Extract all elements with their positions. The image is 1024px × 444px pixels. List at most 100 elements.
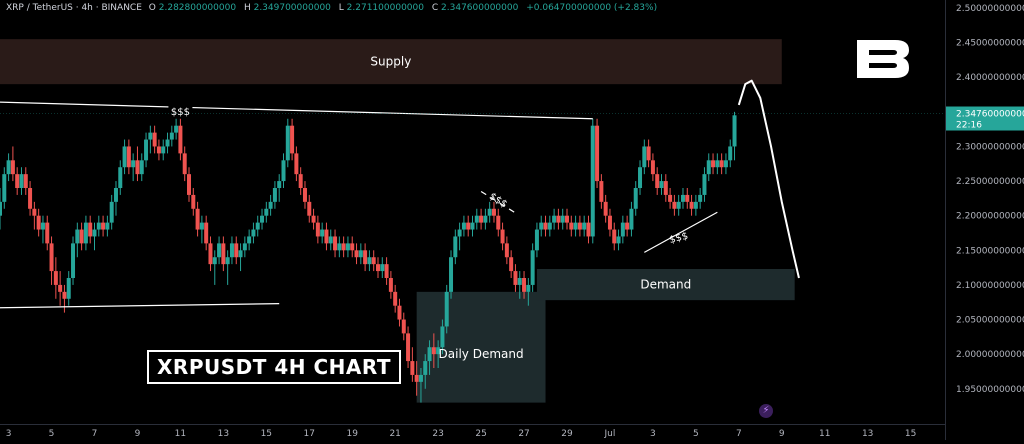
y-tick-label: 2.100000000000: [956, 281, 1024, 291]
candle-body: [195, 208, 200, 230]
candle-body: [328, 236, 333, 244]
candle-body: [449, 257, 454, 292]
x-tick-label: 17: [304, 429, 315, 439]
y-tick-label: 2.200000000000: [956, 212, 1024, 222]
x-tick-label: 27: [518, 429, 529, 439]
candle-body: [719, 160, 724, 168]
candle-body: [88, 222, 93, 237]
candle-body: [187, 174, 191, 195]
liquidity-top-label: $$$: [171, 107, 190, 118]
candle-body: [530, 250, 535, 285]
candle-body: [715, 160, 720, 168]
x-tick-label: 29: [561, 429, 573, 439]
y-tick-label: 2.400000000000: [956, 73, 1024, 83]
x-tick-label: 13: [218, 429, 229, 439]
x-tick-label: 7: [736, 429, 742, 439]
bottom-trendline: [0, 303, 280, 309]
candle-body: [440, 326, 445, 348]
candle-body: [689, 201, 694, 209]
y-tick-label: 2.500000000000: [956, 4, 1024, 14]
candle-body: [221, 243, 226, 265]
candle-body: [406, 333, 411, 362]
candle-body: [642, 146, 647, 168]
y-tick-label: 2.050000000000: [956, 316, 1024, 326]
candle-body: [418, 374, 423, 382]
candle-body: [96, 222, 101, 230]
x-tick-label: 19: [347, 429, 359, 439]
candle-body: [590, 125, 595, 237]
candle-body: [457, 229, 462, 237]
x-tick-label: 3: [650, 429, 656, 439]
candle-body: [71, 243, 76, 278]
candle-body: [376, 264, 380, 272]
supply-zone: [0, 39, 782, 85]
lightning-icon[interactable]: ⚡: [759, 404, 773, 418]
candle-body: [672, 201, 677, 209]
candle-body: [698, 194, 703, 202]
candle-body: [702, 174, 707, 195]
candle-body: [603, 201, 608, 216]
candle-body: [32, 208, 37, 216]
candle-body: [560, 215, 565, 223]
candle-body: [367, 257, 372, 265]
candle-body: [242, 243, 247, 251]
candle-body: [526, 284, 531, 292]
right-liquidity-line: [644, 211, 718, 253]
candle-body: [333, 236, 338, 251]
candle-body: [247, 236, 252, 244]
x-tick-label: 25: [475, 429, 486, 439]
candle-body: [320, 229, 325, 237]
candle-body: [388, 278, 393, 292]
candle-body: [513, 271, 518, 285]
candle-body: [693, 201, 698, 209]
candle-body: [577, 222, 582, 230]
candle-body: [371, 257, 376, 265]
mid-liquidity-line: [480, 190, 516, 214]
candle-body: [135, 160, 140, 175]
demand-label: Demand: [640, 278, 691, 292]
candle-body: [466, 222, 471, 230]
candle-body: [191, 194, 196, 209]
candle-body: [483, 215, 488, 223]
candle-body: [522, 278, 527, 292]
candle-body: [393, 291, 398, 306]
close-label: C: [431, 3, 439, 13]
candle-body: [620, 222, 625, 237]
candle-body: [397, 305, 402, 320]
candle-body: [6, 160, 11, 175]
candle-body: [496, 215, 501, 230]
candle-body: [40, 222, 45, 230]
x-tick-label: Jul: [604, 429, 616, 439]
daily-demand-label: Daily Demand: [439, 347, 524, 361]
candle-body: [131, 160, 136, 168]
low-value: 2.271100000000: [346, 3, 424, 13]
last-price-tag: [946, 106, 1024, 131]
candle-body: [582, 222, 587, 230]
x-tick-label: 23: [432, 429, 443, 439]
candle-body: [363, 250, 368, 265]
candle-body: [105, 222, 110, 230]
candle-body: [599, 181, 604, 202]
x-tick-label: 13: [862, 429, 873, 439]
x-tick-label: 5: [49, 429, 55, 439]
candle-body: [509, 257, 514, 272]
candle-body: [298, 174, 303, 188]
chart-title-box: XRPUSDT 4H CHART: [147, 350, 401, 384]
symbol-header: XRP / TetherUS · 4h · BINANCE O 2.282800…: [6, 3, 657, 13]
candle-body: [79, 229, 84, 244]
candle-body: [586, 222, 591, 237]
candle-body: [556, 215, 561, 223]
candle-body: [118, 167, 123, 188]
candle-body: [315, 222, 320, 237]
low-label: L: [338, 3, 344, 13]
candle-body: [504, 243, 509, 258]
candle-body: [638, 167, 643, 188]
candle-body: [676, 201, 681, 209]
candle-body: [92, 229, 97, 237]
candle-body: [711, 160, 716, 168]
candle-body: [122, 146, 127, 168]
candle-body: [294, 153, 299, 175]
candle-body: [15, 174, 20, 188]
